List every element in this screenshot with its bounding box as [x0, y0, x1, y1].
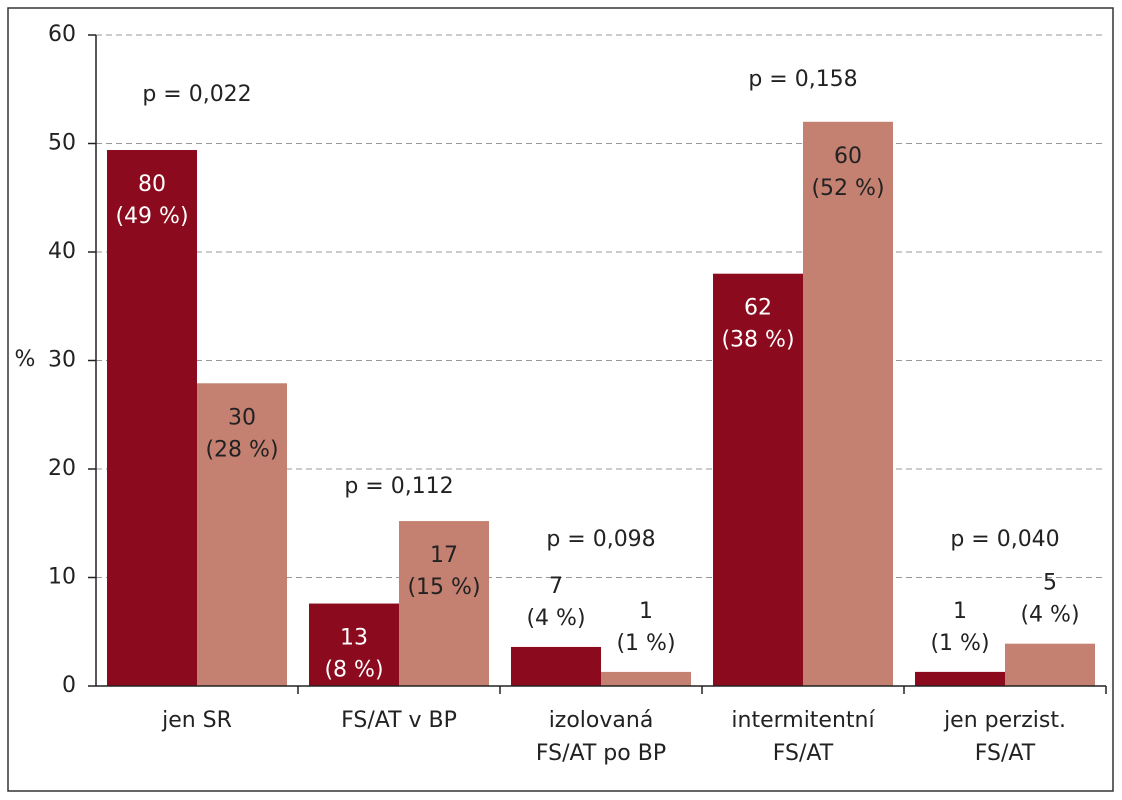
bar — [915, 671, 1005, 686]
bar — [399, 521, 489, 686]
value-label: (1 %) — [616, 631, 675, 656]
frame — [7, 7, 1114, 792]
y-axis-label: % — [15, 347, 36, 372]
annotation: p = 0,098 — [546, 527, 655, 552]
bar — [197, 383, 287, 686]
x-tick-label: FS/AT — [773, 741, 834, 766]
value-label: (1 %) — [930, 631, 989, 656]
bar — [601, 671, 691, 686]
y-tick-label: 50 — [48, 131, 76, 156]
bar — [1005, 643, 1095, 686]
count-label: 1 — [639, 599, 653, 624]
annotation: p = 0,022 — [142, 82, 251, 107]
y-tick-label: 40 — [48, 239, 76, 264]
y-tick-label: 60 — [48, 22, 76, 47]
x-tick-label: FS/AT v BP — [341, 708, 457, 733]
x-tick-label: FS/AT po BP — [536, 741, 666, 766]
y-tick-label: 20 — [48, 456, 76, 481]
value-label: (8 %) — [324, 658, 383, 683]
count-label: 80 — [138, 172, 166, 197]
count-label: 17 — [430, 543, 458, 568]
annotation: p = 0,112 — [344, 474, 453, 499]
count-label: 30 — [228, 405, 256, 430]
annotation: p = 0,158 — [748, 67, 857, 92]
bar — [511, 646, 601, 686]
annotation: p = 0,040 — [950, 527, 1059, 552]
y-tick-label: 0 — [62, 673, 76, 698]
x-tick-label: FS/AT — [975, 741, 1036, 766]
bar — [713, 273, 803, 686]
y-tick-label: 10 — [48, 565, 76, 590]
x-tick-label: izolovaná — [549, 708, 654, 733]
bar — [803, 121, 893, 687]
count-label: 7 — [549, 574, 563, 599]
value-label: (52 %) — [811, 176, 884, 201]
bar — [309, 603, 399, 686]
x-tick-label: intermitentní — [731, 708, 875, 733]
value-label: (4 %) — [1020, 603, 1079, 628]
value-label: (28 %) — [205, 437, 278, 462]
count-label: 1 — [953, 599, 967, 624]
count-label: 62 — [744, 296, 772, 321]
x-tick-label: jen SR — [161, 708, 232, 733]
value-label: (15 %) — [407, 575, 480, 600]
value-label: (49 %) — [115, 204, 188, 229]
value-label: (4 %) — [526, 606, 585, 631]
count-label: 13 — [340, 626, 368, 651]
count-label: 60 — [834, 144, 862, 169]
y-tick-label: 30 — [48, 348, 76, 373]
x-tick-label: jen perzist. — [943, 708, 1066, 733]
count-label: 5 — [1043, 571, 1057, 596]
value-label: (38 %) — [721, 328, 794, 353]
bar — [107, 150, 197, 686]
